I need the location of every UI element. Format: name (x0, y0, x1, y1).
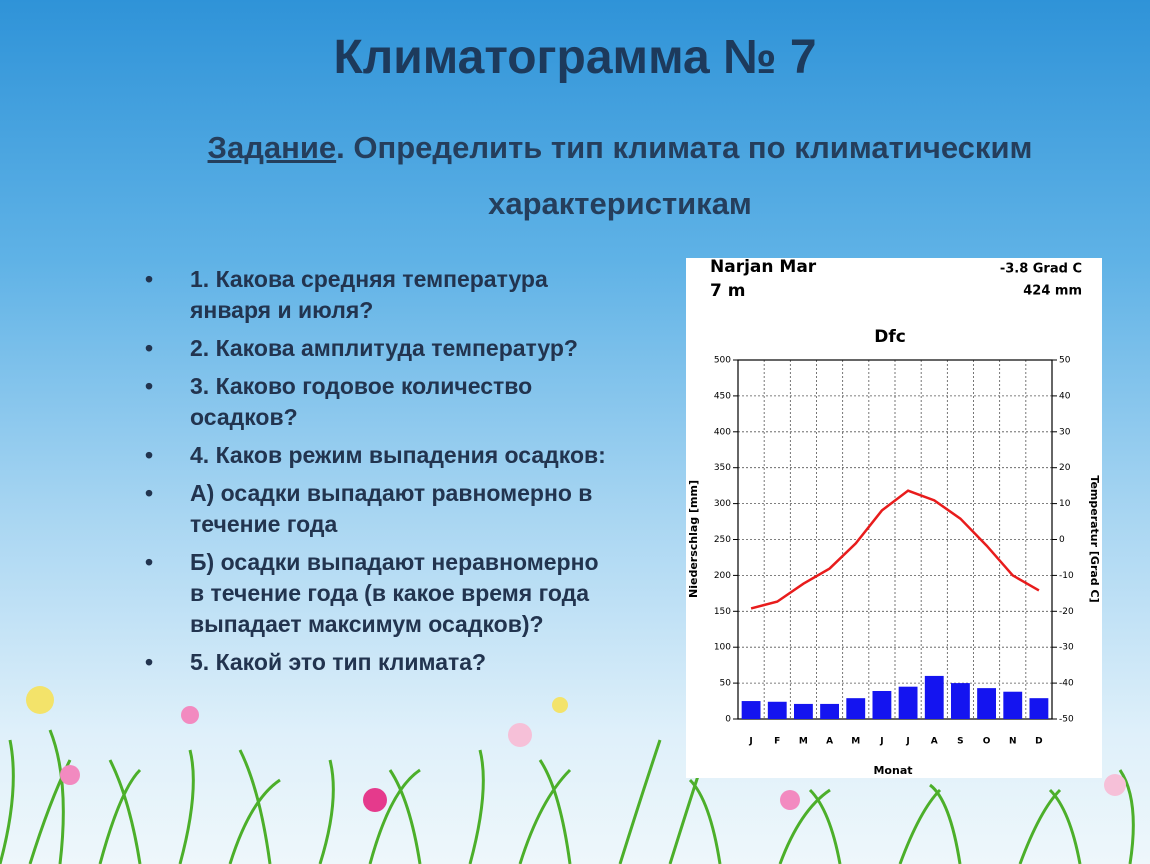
y-tick-label: 450 (714, 391, 731, 401)
precipitation-bar (793, 703, 813, 719)
x-tick-label: M (851, 737, 860, 747)
plot-frame (737, 359, 1053, 720)
y2-tick-label: -40 (1059, 679, 1074, 689)
y2-tick-label: 30 (1059, 427, 1071, 437)
grass-blades (0, 729, 1135, 864)
precipitation-bar (977, 688, 997, 719)
y2-tick-label: -50 (1059, 715, 1074, 725)
question: 1. Какова средняя температура января и и… (145, 264, 615, 326)
x-tick-label: J (905, 737, 909, 747)
x-tick-label: M (799, 737, 808, 747)
y2-tick-label: 0 (1059, 535, 1065, 545)
precipitation-bar (898, 686, 918, 719)
question: 4. Каков режим выпадения осадков: (145, 440, 615, 471)
x-tick-label: A (931, 737, 938, 747)
y2-tick-label: -20 (1059, 607, 1074, 617)
climate-chart: Narjan Mar 7 m -3.8 Grad C 424 mm Dfc Mo… (686, 258, 1102, 778)
x-tick-label: O (983, 737, 991, 747)
precipitation-bar (820, 703, 840, 719)
x-tick-label: D (1035, 737, 1042, 747)
y-tick-label: 150 (714, 607, 731, 617)
station-name: Narjan Mar (710, 258, 817, 277)
y-tick-label: 250 (714, 535, 731, 545)
question: Б) осадки выпадают неравномерно в течени… (145, 547, 615, 640)
y-tick-label: 100 (714, 643, 731, 653)
task-text: . Определить тип климата по климатически… (336, 130, 1033, 221)
task: Задание. Определить тип климата по клима… (140, 120, 1100, 232)
precipitation-bar (924, 675, 944, 719)
y-tick-label: 50 (720, 679, 732, 689)
precipitation-bar (950, 683, 970, 719)
y2-tick-label: 20 (1059, 463, 1071, 473)
flowers (26, 686, 1126, 812)
y-tick-label: 0 (725, 715, 731, 725)
y2-tick-label: 50 (1059, 356, 1071, 366)
y-tick-label: 200 (714, 571, 731, 581)
station-elevation: 7 m (710, 281, 745, 301)
y2-tick-label: -30 (1059, 643, 1074, 653)
x-tick-label: J (748, 737, 752, 747)
precipitation-bar (741, 701, 761, 719)
question: 2. Какова амплитуда температур? (145, 333, 615, 364)
precipitation-bar (846, 698, 866, 719)
temperature-line (750, 489, 1040, 610)
question: 3. Каково годовое количество осадков? (145, 371, 615, 433)
y-tick-label: 500 (714, 356, 731, 366)
precipitation-bar (872, 690, 892, 719)
y-tick-label: 300 (714, 499, 731, 509)
x-tick-label: N (1009, 737, 1017, 747)
x-tick-label: J (879, 737, 883, 747)
question: А) осадки выпадают равномерно в течение … (145, 478, 615, 540)
annual-temperature: -3.8 Grad C (1000, 262, 1082, 277)
precipitation-bar (1029, 698, 1049, 719)
precipitation-bar (1003, 691, 1023, 719)
slide-title: Климатограмма № 7 (333, 31, 817, 84)
y-axis-label: Niederschlag [mm] (687, 480, 700, 598)
x-tick-label: S (957, 737, 963, 747)
chart-title: Dfc (874, 327, 906, 347)
question: 5. Какой это тип климата? (145, 647, 615, 678)
y2-tick-label: 40 (1059, 391, 1071, 401)
y-tick-label: 400 (714, 427, 731, 437)
question-list: 1. Какова средняя температура января и и… (145, 264, 615, 685)
annual-precipitation: 424 mm (1023, 284, 1082, 299)
y2-axis-label: Temperatur [Grad C] (1088, 475, 1101, 602)
precipitation-bar (767, 701, 787, 719)
task-label: Задание (207, 130, 337, 165)
y-tick-label: 350 (714, 463, 731, 473)
x-axis-label: Monat (873, 764, 912, 777)
x-tick-label: F (774, 737, 780, 747)
y2-tick-label: -10 (1059, 571, 1074, 581)
y2-tick-label: 10 (1059, 499, 1071, 509)
x-tick-label: A (826, 737, 833, 747)
